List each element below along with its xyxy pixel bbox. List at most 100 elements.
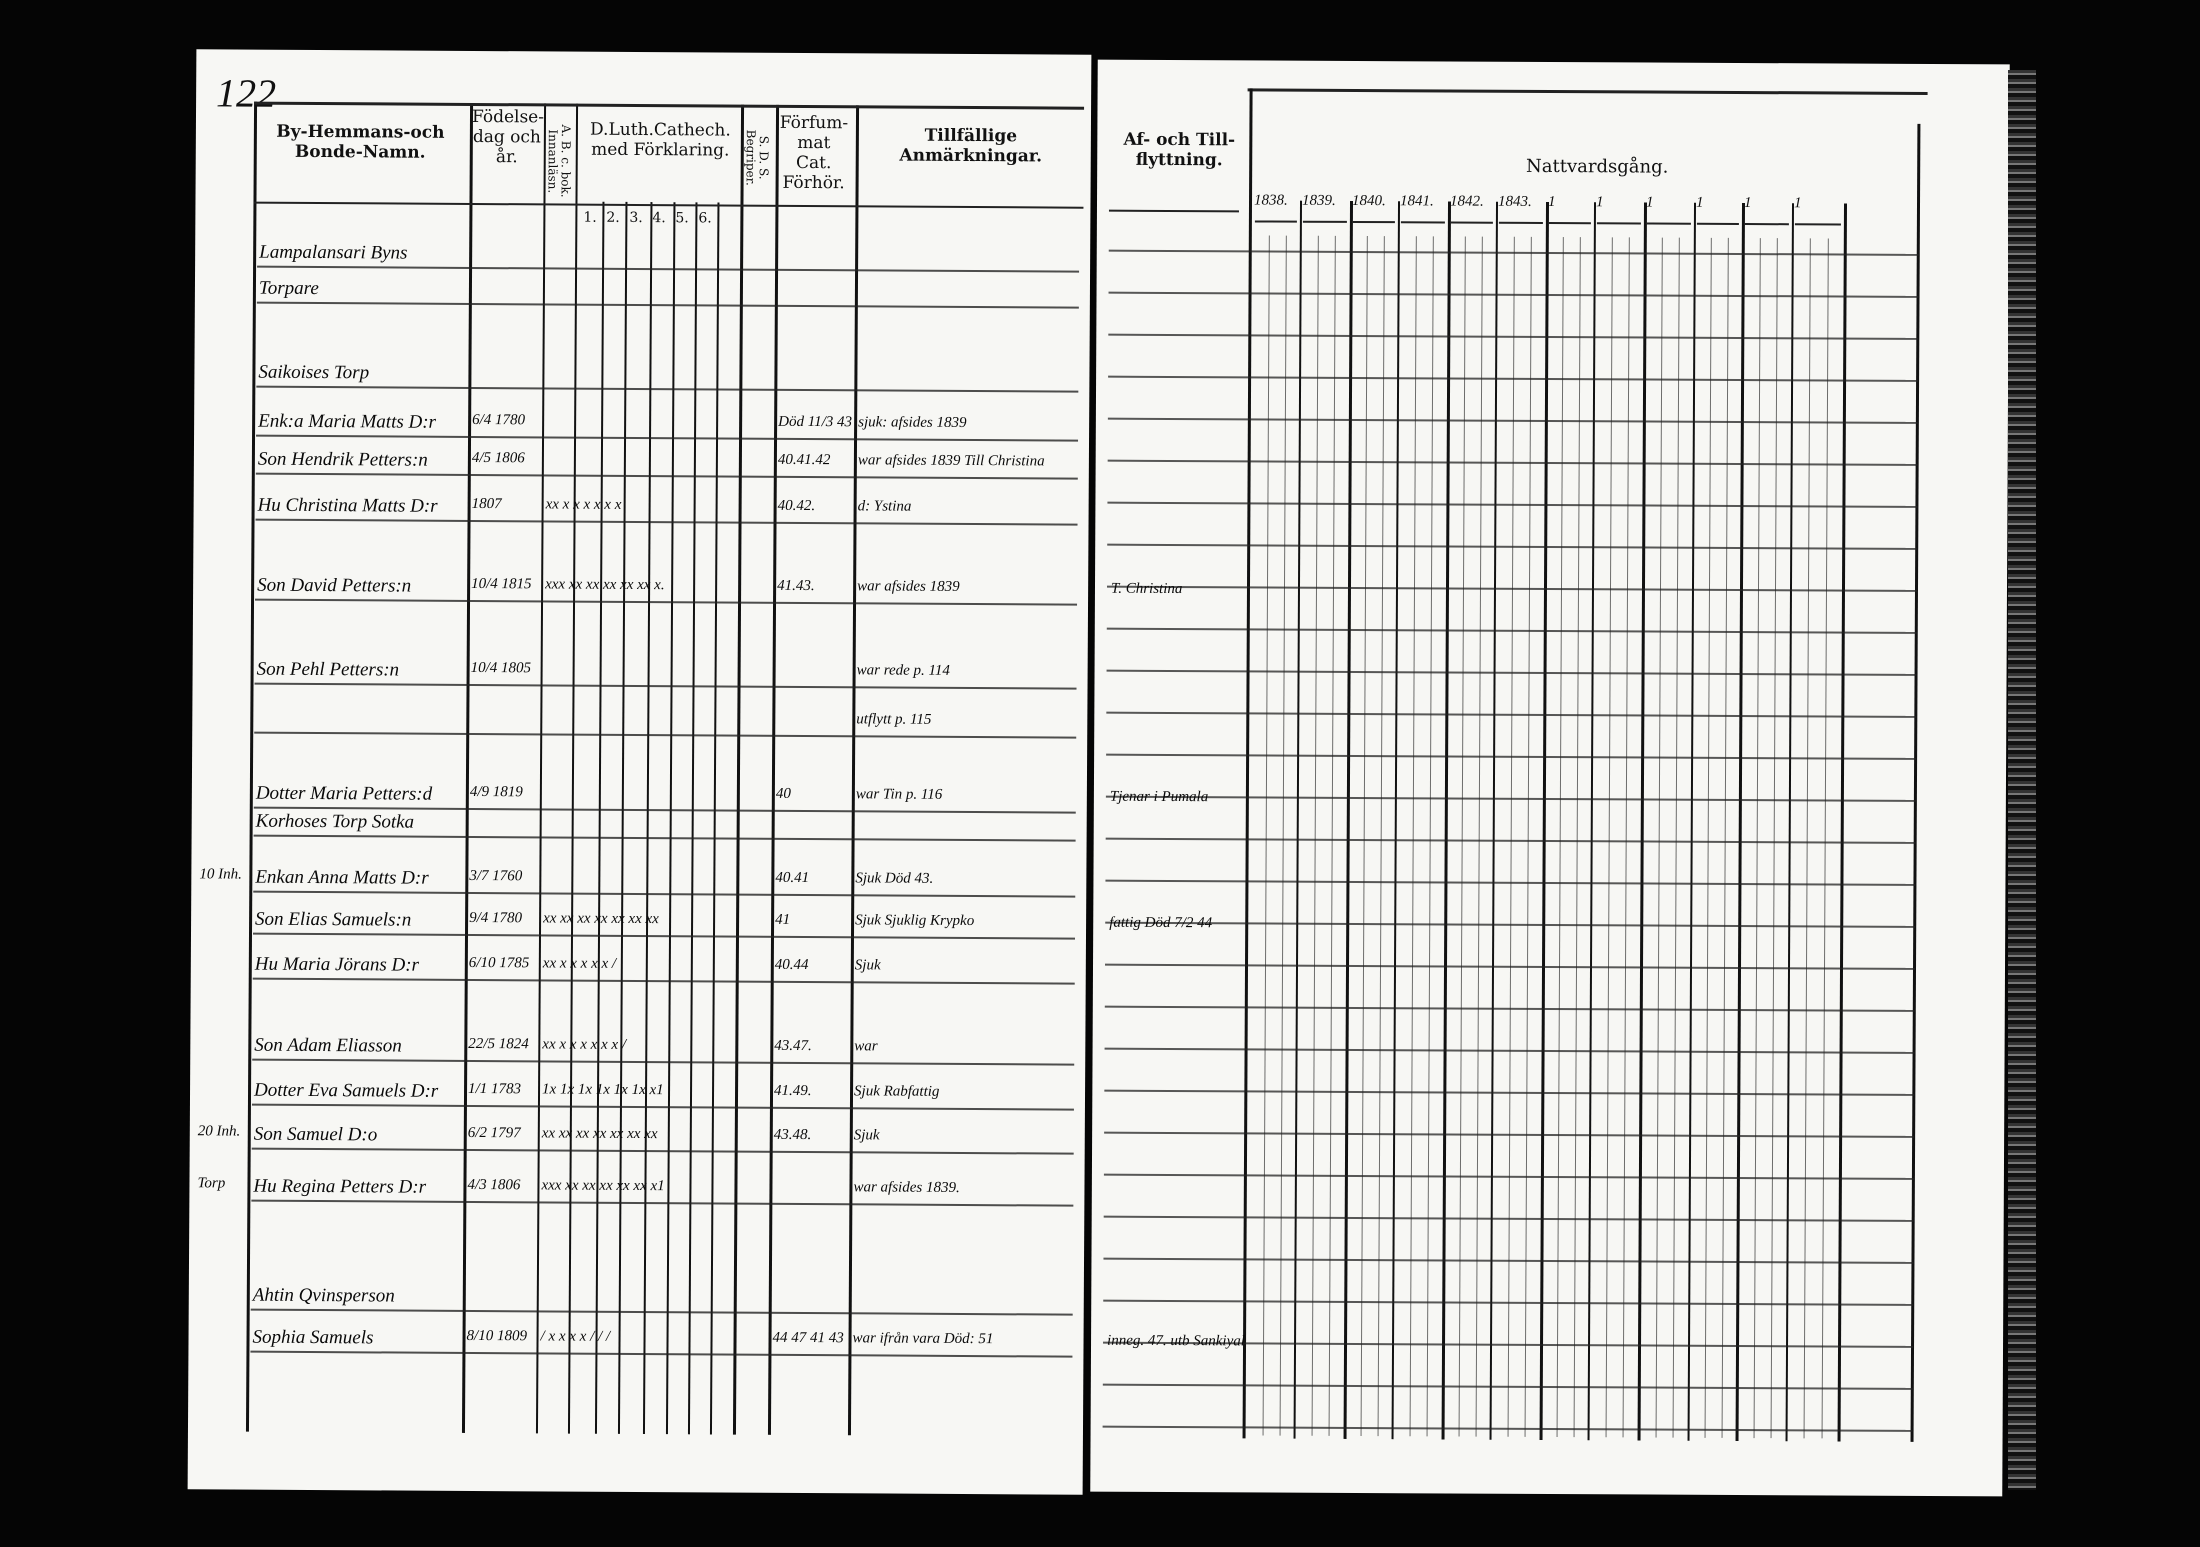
book-edge: [2008, 70, 2036, 1490]
year-column-rule: [1837, 203, 1848, 1442]
person-name: Sophia Samuels: [252, 1326, 374, 1349]
birth-date: 4/5 1806: [471, 449, 525, 467]
header-rule: [1108, 209, 1239, 213]
header-birth: Födelse-dag och år.: [471, 106, 545, 168]
moving-note: inneg. 47. utb Sankiyal: [1107, 1332, 1245, 1350]
sub-column-rule: [1605, 237, 1613, 1438]
header-top-rule: [254, 101, 1085, 110]
header-sds: S. D. S. Begriper.: [743, 129, 771, 186]
header-bottom-rule: [253, 201, 1084, 209]
sub-column-rule: [1672, 237, 1680, 1438]
remark: war: [854, 1038, 878, 1055]
header-communion: Nattvardsgång.: [1525, 155, 1669, 178]
register-row: Torp Hu Regina Petters D:r 4/3 1806 xxx xx …: [189, 1175, 1084, 1210]
person-name: Hu Regina Petters D:r: [253, 1175, 427, 1198]
column-rule: [1242, 88, 1253, 1439]
person-name: Son Pehl Petters:n: [256, 658, 400, 681]
remark: Sjuk Rabfattig: [854, 1083, 940, 1100]
catech-hearing: 43.47.: [774, 1037, 812, 1055]
sub-column-rule: [1770, 238, 1778, 1439]
year-column-rule: [1343, 200, 1354, 1439]
register-row: Son David Petters:n 10/4 1815 xxx xx xx xx…: [193, 574, 1088, 609]
remark: war afsides 1839: [857, 578, 960, 595]
remark: Sjuk: [853, 1127, 880, 1144]
catech-marks: xx x x x x x /: [542, 955, 617, 972]
sub-column-rule: [1328, 235, 1336, 1436]
catech-hearing: 41.43.: [777, 577, 815, 595]
register-row: Son Hendrik Petters:n 4/5 1806 40.41.42 war…: [194, 448, 1089, 483]
remark: war rede p. 114: [856, 662, 951, 679]
catech-subheader: 2.: [606, 209, 620, 226]
remark: war ifrån vara Död: 51: [852, 1330, 994, 1348]
person-name: Hu Maria Jörans D:r: [254, 953, 420, 976]
year-label: 1: [1547, 193, 1556, 211]
catech-marks: xxx xx xx xx xx xx x1: [541, 1177, 665, 1195]
year-underline: [1498, 221, 1543, 224]
sub-column-rule: [1803, 238, 1812, 1439]
register-row: utflytt p. 115: [192, 707, 1087, 742]
catech-subheader: 4.: [652, 210, 666, 227]
person-name: Son Elias Samuels:n: [255, 908, 412, 931]
column-rule: [1910, 123, 1921, 1442]
birth-date: 10/4 1815: [471, 575, 532, 593]
year-label: 1: [1793, 195, 1802, 212]
year-underline: [1794, 223, 1841, 226]
register-row: Hu Christina Matts D:r 1807 xx x x x x x x…: [194, 494, 1089, 529]
catech-hearing: 40.44: [774, 956, 809, 974]
sub-column-rule: [1507, 236, 1515, 1437]
person-name: Enk:a Maria Matts D:r: [258, 410, 437, 433]
margin-note: Torp: [197, 1175, 226, 1192]
year-column-rule: [1489, 201, 1499, 1440]
person-name: Son Adam Eliasson: [254, 1034, 402, 1057]
register-row: Korhoses Torp Sotka: [192, 810, 1087, 845]
person-name: Enkan Anna Matts D:r: [255, 866, 429, 889]
remark: Sjuk Sjuklig Krypko: [855, 912, 975, 930]
year-label: 1840.: [1351, 192, 1386, 210]
birth-date: 22/5 1824: [468, 1035, 529, 1053]
catech-hearing: 44 47 41 43: [772, 1329, 844, 1347]
remark: utflytt p. 115: [856, 711, 932, 728]
year-label: 1841.: [1399, 193, 1434, 210]
register-row: Saikoises Torp: [194, 361, 1089, 396]
year-label: 1: [1645, 194, 1654, 211]
year-underline: [1400, 221, 1445, 224]
sub-column-rule: [1311, 235, 1319, 1436]
remark: war Tin p. 116: [855, 786, 943, 803]
header-remarks: Tillfällige Anmärkningar.: [899, 125, 1043, 167]
catech-hearing: 40: [775, 785, 791, 802]
register-row: Ahtin Qvinsperson: [189, 1284, 1084, 1319]
person-name: Torpare: [258, 277, 319, 300]
year-column-rule: [1391, 201, 1401, 1440]
sub-column-rule: [1524, 236, 1532, 1437]
sub-column-rule: [1377, 236, 1385, 1437]
register-row: Torpare: [195, 277, 1090, 312]
moving-note: T. Christina: [1110, 580, 1183, 598]
birth-date: 10/4 1805: [470, 659, 532, 677]
sub-column-rule: [1360, 236, 1368, 1437]
birth-date: 9/4 1780: [469, 909, 523, 927]
catech-hearing: Död 11/3 43: [778, 413, 853, 431]
sub-column-rule: [1556, 237, 1564, 1438]
catech-hearing: 40.41: [775, 869, 810, 887]
catech-subheader: 6.: [698, 210, 712, 227]
catech-hearing: 40.41.42: [777, 451, 831, 469]
person-name: Korhoses Torp Sotka: [255, 810, 415, 833]
year-underline: [1696, 222, 1739, 225]
year-underline: [1548, 221, 1591, 225]
year-underline: [1744, 223, 1789, 226]
remark: Sjuk: [854, 957, 881, 974]
catech-marks: xx x x x x x x: [545, 496, 622, 513]
register-row: Enk:a Maria Matts D:r 6/4 1780 Död 11/3 43…: [194, 410, 1089, 445]
header-top-rule: [1247, 88, 1928, 95]
remark: war afsides 1839.: [853, 1179, 960, 1196]
right-page: Af- och Till-flyttning. Nattvardsgång. 1…: [1090, 59, 2010, 1497]
year-column-rule: [1539, 201, 1550, 1440]
year-underline: [1596, 222, 1641, 225]
sub-column-rule: [1426, 236, 1434, 1437]
sub-column-rule: [1655, 237, 1663, 1438]
catech-subheader: 1.: [583, 209, 597, 226]
birth-date: 6/2 1797: [467, 1124, 521, 1142]
remark: Sjuk Död 43.: [855, 870, 934, 887]
register-row: 20 Inh. Son Samuel D:o 6/2 1797 xx xx xx xx…: [190, 1123, 1085, 1158]
year-underline: [1646, 222, 1691, 225]
